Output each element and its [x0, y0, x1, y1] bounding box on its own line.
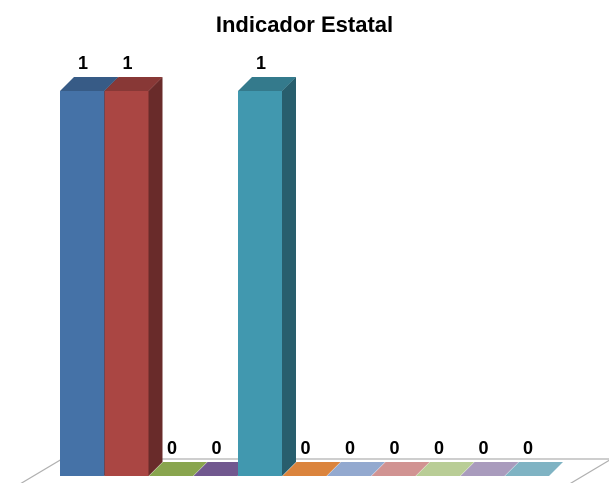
bar: [460, 462, 519, 476]
bar-floor: [460, 462, 519, 476]
bar-top: [60, 77, 118, 91]
data-label: 1: [122, 53, 132, 73]
data-label: 0: [478, 438, 488, 458]
data-label: 0: [345, 438, 355, 458]
data-label: 0: [300, 438, 310, 458]
data-label: 0: [389, 438, 399, 458]
bar-front: [104, 91, 149, 476]
bar: [149, 462, 207, 476]
data-label: 1: [256, 53, 266, 73]
data-labels-group: 1 1 0 0 1 0 0 0 0 0 0: [78, 53, 533, 458]
floor-outline: [20, 458, 609, 483]
chart-title: Indicador Estatal: [215, 12, 394, 37]
bar-floor: [282, 462, 341, 476]
bar-floor: [327, 462, 385, 476]
bar-top: [238, 77, 296, 91]
data-label: 1: [78, 53, 88, 73]
data-label: 0: [167, 438, 177, 458]
bar: [104, 77, 163, 476]
bar-floor: [193, 462, 252, 476]
bar-side: [282, 77, 296, 476]
bar-floor: [505, 462, 563, 476]
chart-floor: [20, 458, 609, 483]
bar: [238, 77, 296, 476]
bar-front: [60, 91, 104, 476]
bar-top: [104, 77, 163, 91]
bar: [416, 462, 474, 476]
bar: [371, 462, 430, 476]
bar: [327, 462, 385, 476]
bars-group: [60, 77, 563, 476]
bar-floor: [416, 462, 474, 476]
data-label: 0: [211, 438, 221, 458]
bar-floor: [149, 462, 207, 476]
bar: [193, 462, 252, 476]
bar-front: [238, 91, 282, 476]
bar: [505, 462, 563, 476]
data-label: 0: [434, 438, 444, 458]
data-label: 0: [523, 438, 533, 458]
bar-side: [148, 77, 163, 476]
bar: [282, 462, 341, 476]
bar-floor: [371, 462, 430, 476]
